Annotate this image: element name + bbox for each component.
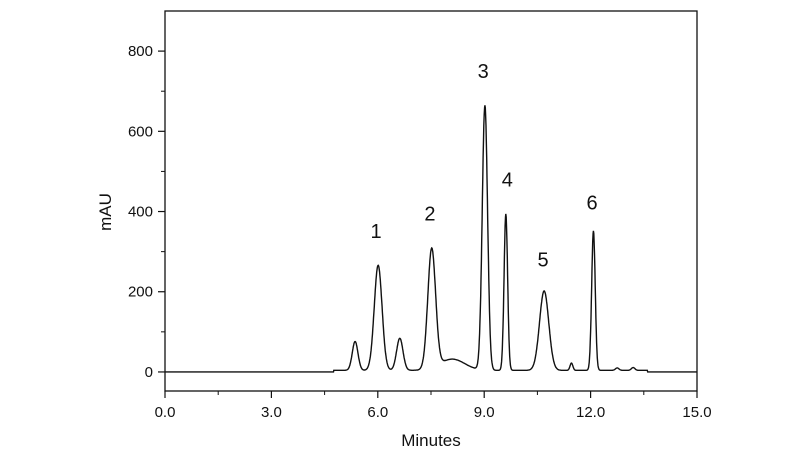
x-tick-label: 3.0 <box>261 404 282 421</box>
peak-label: 5 <box>538 250 549 272</box>
peak-label: 1 <box>370 221 381 243</box>
peak-label: 6 <box>586 193 597 215</box>
x-axis-title: Minutes <box>401 431 461 450</box>
x-tick-label: 9.0 <box>474 404 495 421</box>
x-tick-label: 6.0 <box>367 404 388 421</box>
peak-label: 3 <box>478 61 489 83</box>
x-tick-label: 12.0 <box>576 404 605 421</box>
y-tick-label: 200 <box>128 284 153 301</box>
y-tick-label: 800 <box>128 43 153 60</box>
x-tick-label: 0.0 <box>155 404 176 421</box>
plot-frame <box>164 10 698 392</box>
chromatogram-trace <box>165 105 697 373</box>
peak-label: 4 <box>502 169 513 191</box>
y-tick-label: 600 <box>128 123 153 140</box>
y-tick-label: 400 <box>128 204 153 221</box>
peak-label: 2 <box>424 204 435 226</box>
y-axis-title: mAU <box>96 193 115 231</box>
x-tick-label: 15.0 <box>682 404 711 421</box>
y-tick-label: 0 <box>145 364 153 381</box>
